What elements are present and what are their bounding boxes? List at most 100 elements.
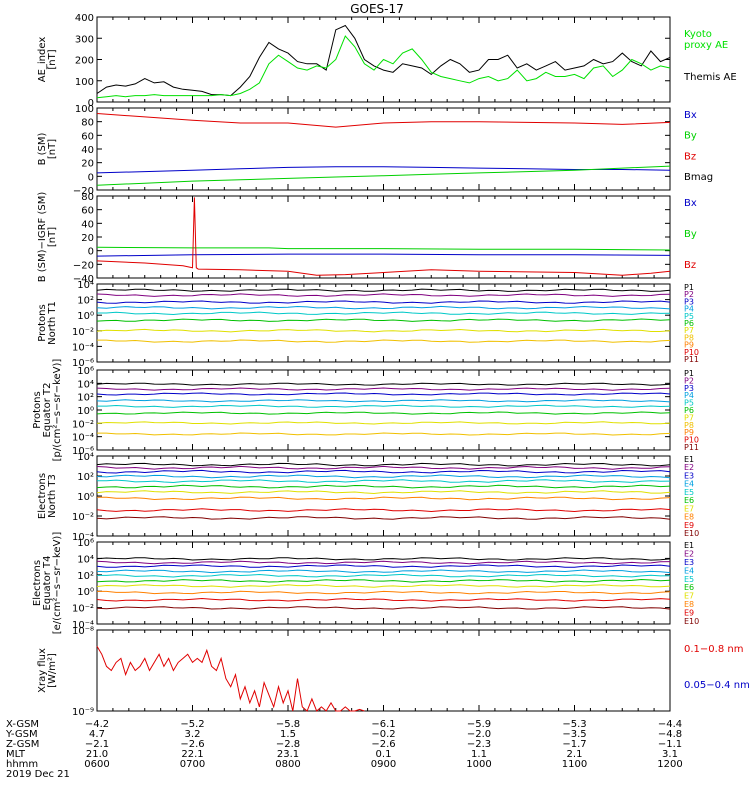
legend-label: P9 bbox=[684, 428, 694, 437]
flux-channel-line bbox=[96, 328, 671, 333]
legend-label: P11 bbox=[684, 443, 699, 452]
y-axis-label: [e/(cm²−s−sr−keV)] bbox=[52, 532, 63, 635]
y-tick-label: 10⁰ bbox=[77, 492, 94, 503]
flux-channel-line bbox=[97, 311, 671, 316]
orbit-value: −2.1 bbox=[85, 739, 109, 750]
orbit-value: −2.8 bbox=[276, 739, 300, 750]
y-tick-label: 100 bbox=[75, 77, 94, 88]
y-tick-label: 0 bbox=[88, 98, 94, 109]
orbit-value: 4.7 bbox=[89, 729, 105, 740]
flux-channel-line bbox=[96, 516, 671, 520]
legend-label: P9 bbox=[684, 341, 694, 350]
legend-label: P6 bbox=[684, 406, 694, 415]
flux-channel-line bbox=[96, 469, 671, 474]
y-axis-label: AE_index bbox=[37, 37, 48, 83]
series-line bbox=[96, 113, 671, 128]
legend-label: Bx bbox=[684, 110, 697, 121]
legend-label: E10 bbox=[684, 529, 699, 538]
legend-label: Themis AE bbox=[683, 72, 737, 83]
legend-label: E10 bbox=[684, 617, 699, 626]
orbit-value: 1.5 bbox=[280, 729, 296, 740]
orbit-value: 2.1 bbox=[567, 749, 583, 760]
flux-channel-line bbox=[96, 421, 671, 425]
panel-frame bbox=[96, 541, 671, 625]
orbit-value: 22.1 bbox=[181, 749, 203, 760]
y-tick-label: 300 bbox=[75, 34, 94, 45]
y-tick-label: 10⁻⁴ bbox=[72, 620, 94, 631]
flux-channel-line bbox=[97, 573, 671, 578]
y-tick-label: 60 bbox=[81, 206, 94, 217]
flux-channel-line bbox=[96, 484, 671, 489]
y-tick-label: 10⁰ bbox=[77, 406, 94, 417]
legend-label: E9 bbox=[684, 521, 694, 530]
y-tick-label: 10² bbox=[77, 472, 94, 483]
flux-channel-line bbox=[97, 479, 671, 484]
y-axis-label: Equator T4 bbox=[42, 556, 53, 611]
legend-label: By bbox=[684, 131, 697, 142]
panel-7: 10⁶ 10⁴ 10² 10⁰ 10⁻² 10⁻⁴ Electrons Equator T4[… bbox=[32, 532, 699, 635]
orbit-value: −2.0 bbox=[467, 729, 491, 740]
orbit-value: −5.9 bbox=[467, 719, 491, 730]
y-tick-label: 10⁰ bbox=[77, 587, 94, 598]
legend-label: E7 bbox=[684, 504, 694, 513]
y-tick-label: 10⁻² bbox=[72, 327, 94, 338]
legend-label: P4 bbox=[684, 391, 694, 400]
orbit-row-label: X-GSM bbox=[6, 719, 39, 730]
y-tick-label: 10⁶ bbox=[77, 538, 94, 549]
y-tick-label: 10⁴ bbox=[77, 379, 94, 390]
orbit-value: 0.1 bbox=[376, 749, 392, 760]
legend-label: Bx bbox=[684, 198, 697, 209]
legend-label: E1 bbox=[684, 455, 694, 464]
flux-channel-line bbox=[96, 288, 671, 292]
flux-channel-line bbox=[96, 382, 671, 386]
legend-label: P3 bbox=[684, 384, 694, 393]
y-axis-label: [nT] bbox=[47, 49, 58, 69]
orbit-row-label: 2019 Dec 21 bbox=[6, 769, 70, 780]
legend-label: E7 bbox=[684, 592, 694, 601]
flux-channel-line bbox=[96, 569, 671, 574]
orbit-value: 21.0 bbox=[86, 749, 108, 760]
y-axis-label: B (SM)−IGRF (SM) bbox=[37, 192, 48, 283]
y-axis-label: [p/(cm²−s−sr−keV)] bbox=[52, 359, 63, 462]
y-tick-label: 10⁶ bbox=[77, 366, 94, 377]
flux-channel-line bbox=[96, 560, 671, 565]
legend-label: Bmag bbox=[684, 172, 713, 183]
y-tick-label: 80 bbox=[81, 118, 94, 129]
legend-label: P1 bbox=[684, 369, 694, 378]
y-tick-label: 10⁴ bbox=[77, 280, 94, 291]
panel-8: 10⁻⁸ 10⁻⁹ Xray flux [W/m²] 0.1−0.8 nm 0.05−0.… bbox=[37, 626, 750, 718]
legend-label: P2 bbox=[684, 376, 694, 385]
panel-5: 10⁶ 10⁴ 10² 10⁰ 10⁻² 10⁻⁴ 10⁻⁶ Protons Equator T… bbox=[32, 359, 699, 462]
orbit-value: 0600 bbox=[84, 759, 109, 770]
flux-channel-line bbox=[96, 578, 671, 583]
y-tick-label: 0 bbox=[88, 172, 94, 183]
y-axis-label: Electrons bbox=[37, 473, 48, 519]
flux-channel-line bbox=[96, 300, 671, 304]
legend-label: P3 bbox=[684, 297, 694, 306]
orbit-value: −4.8 bbox=[658, 729, 682, 740]
y-tick-label: 10⁻⁶ bbox=[72, 446, 94, 457]
flux-channel-line bbox=[96, 564, 671, 568]
flux-channel-line bbox=[96, 392, 671, 396]
legend-label: E6 bbox=[684, 496, 694, 505]
legend-label: E3 bbox=[684, 558, 694, 567]
orbit-value: 0800 bbox=[275, 759, 300, 770]
y-tick-label: 10² bbox=[77, 393, 94, 404]
legend-label: P5 bbox=[684, 312, 694, 321]
panel-4: 10⁴ 10² 10⁰ 10⁻² 10⁻⁴ 10⁻⁶ Protons North T1 P1P2… bbox=[37, 280, 699, 369]
panel-3: 80 60 40 20 0 −20 −40 B (SM)−IGRF (SM) [nT] Bx By B… bbox=[37, 192, 697, 285]
y-tick-label: 0 bbox=[88, 247, 94, 258]
legend-label: E3 bbox=[684, 471, 694, 480]
flux-channel-line bbox=[96, 597, 671, 602]
flux-channel-line bbox=[96, 508, 671, 513]
flux-channel-line bbox=[97, 339, 671, 343]
flux-channel-line bbox=[96, 305, 671, 310]
legend-label: P2 bbox=[684, 290, 694, 299]
legend-label: P4 bbox=[684, 305, 694, 314]
flux-channel-line bbox=[97, 590, 671, 595]
y-tick-label: 10⁻² bbox=[72, 512, 94, 523]
y-tick-label: 10² bbox=[77, 571, 94, 582]
orbit-row-label: Z-GSM bbox=[6, 739, 39, 750]
